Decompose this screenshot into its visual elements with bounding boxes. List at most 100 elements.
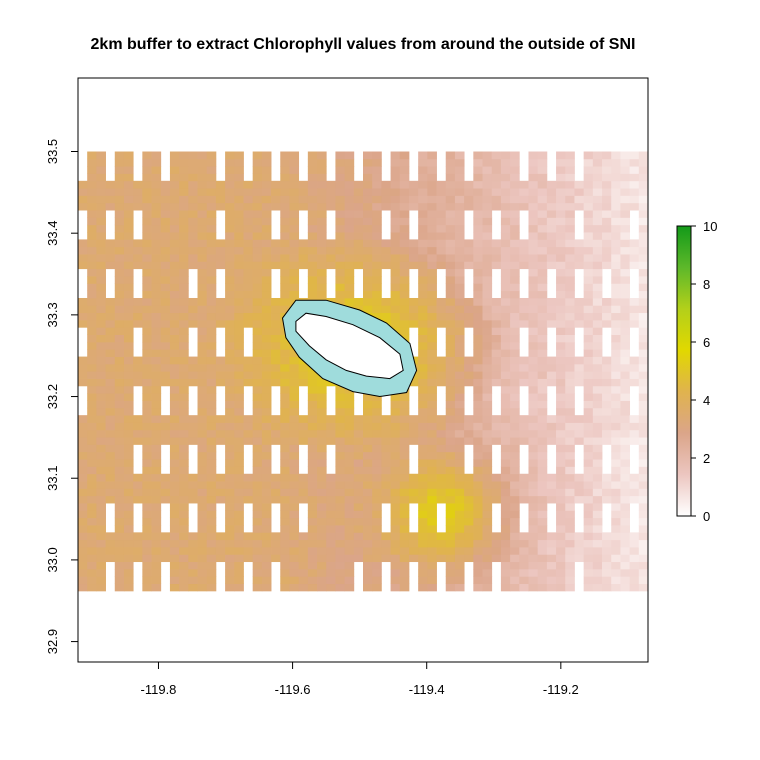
- raster-cell: [629, 415, 640, 423]
- raster-cell: [105, 254, 116, 262]
- raster-cell: [537, 459, 548, 467]
- raster-cell: [169, 188, 180, 196]
- raster-cell: [160, 305, 171, 314]
- raster-cell: [344, 554, 355, 563]
- raster-cell: [225, 547, 235, 555]
- raster-cell: [114, 481, 125, 489]
- raster-cell: [87, 517, 97, 526]
- raster-cell: [473, 180, 483, 189]
- raster-cell: [142, 510, 152, 519]
- raster-cell: [206, 525, 217, 533]
- raster-cell: [133, 473, 143, 482]
- raster-cell: [510, 466, 520, 475]
- raster-cell: [335, 554, 346, 563]
- raster-cell: [436, 312, 447, 321]
- raster-cell: [390, 400, 401, 409]
- raster-cell: [427, 239, 437, 248]
- raster-cell: [454, 363, 465, 372]
- raster-cell: [78, 481, 88, 489]
- raster-cell: [96, 173, 106, 182]
- raster-cell: [399, 246, 410, 255]
- raster-cell: [372, 195, 382, 204]
- raster-cell: [537, 268, 548, 277]
- raster-cell: [399, 305, 410, 314]
- raster-cell: [353, 195, 364, 204]
- raster-cell: [620, 407, 631, 416]
- raster-cell: [546, 246, 557, 255]
- raster-cell: [565, 561, 575, 570]
- raster-cell: [629, 166, 640, 174]
- raster-cell: [225, 473, 235, 482]
- raster-cell: [317, 429, 327, 438]
- raster-cell: [335, 239, 346, 248]
- raster-cell: [335, 561, 346, 570]
- raster-cell: [234, 385, 244, 394]
- raster-cell: [399, 239, 410, 248]
- raster-cell: [114, 363, 125, 372]
- raster-cell: [280, 532, 290, 541]
- raster-cell: [390, 539, 401, 548]
- raster-cell: [427, 180, 437, 189]
- raster-cell: [114, 217, 125, 226]
- raster-cell: [519, 180, 529, 189]
- raster-cell: [252, 210, 263, 218]
- raster-cell: [482, 525, 493, 533]
- raster-cell: [317, 473, 327, 482]
- raster-cell: [344, 180, 355, 189]
- raster-cell: [574, 547, 585, 555]
- raster-cell: [317, 437, 327, 445]
- raster-cell: [289, 158, 300, 167]
- raster-cell: [445, 400, 456, 409]
- raster-cell: [114, 195, 125, 204]
- raster-cell: [206, 276, 217, 284]
- raster-cell: [234, 510, 244, 519]
- raster-cell: [565, 341, 575, 350]
- raster-cell: [445, 180, 456, 189]
- raster-cell: [620, 517, 631, 526]
- raster-cell: [271, 202, 281, 211]
- raster-cell: [427, 415, 437, 423]
- raster-cell: [252, 217, 263, 226]
- raster-cell: [556, 385, 566, 394]
- raster-cell: [105, 195, 116, 204]
- raster-cell: [317, 268, 327, 277]
- raster-cell: [372, 166, 382, 174]
- raster-cell: [151, 466, 162, 475]
- raster-cell: [399, 488, 410, 497]
- raster-cell: [307, 180, 318, 189]
- raster-cell: [87, 327, 97, 335]
- raster-cell: [114, 539, 125, 548]
- raster-cell: [197, 532, 208, 541]
- raster-cell: [620, 547, 631, 555]
- raster-cell: [611, 378, 621, 387]
- raster-cell: [473, 481, 483, 489]
- raster-cell: [87, 459, 97, 467]
- raster-cell: [225, 415, 235, 423]
- raster-cell: [335, 495, 346, 504]
- raster-cell: [179, 451, 189, 460]
- raster-cell: [592, 385, 603, 394]
- raster-cell: [528, 356, 539, 365]
- raster-cell: [280, 297, 290, 306]
- raster-cell: [261, 451, 272, 460]
- raster-cell: [252, 503, 263, 511]
- raster-cell: [620, 371, 631, 379]
- raster-cell: [482, 246, 493, 255]
- raster-cell: [445, 539, 456, 548]
- raster-cell: [151, 400, 162, 409]
- raster-cell: [473, 503, 483, 511]
- raster-cell: [87, 429, 97, 438]
- raster-cell: [537, 393, 548, 401]
- raster-cell: [317, 210, 327, 218]
- raster-cell: [252, 334, 263, 343]
- raster-cell: [317, 444, 327, 453]
- raster-cell: [546, 561, 557, 570]
- raster-cell: [344, 268, 355, 277]
- raster-cell: [261, 444, 272, 453]
- raster-cell: [620, 319, 631, 328]
- raster-cell: [390, 407, 401, 416]
- raster-cell: [510, 356, 520, 365]
- raster-cell: [271, 312, 281, 321]
- raster-cell: [243, 180, 254, 189]
